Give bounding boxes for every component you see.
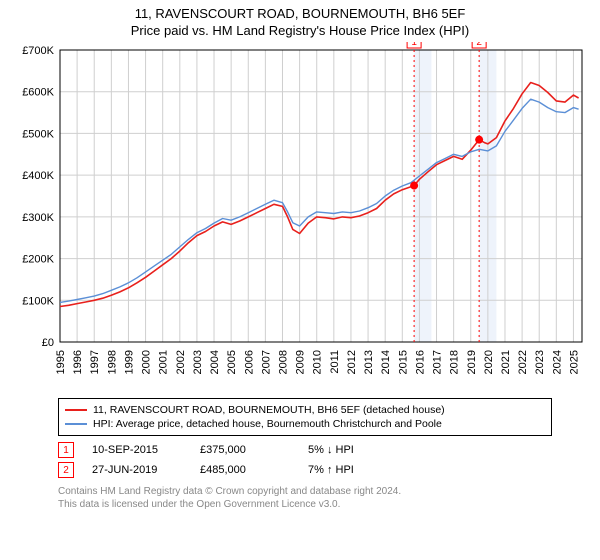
svg-text:1997: 1997 <box>89 350 101 374</box>
svg-text:1: 1 <box>411 42 417 48</box>
marker-price: £485,000 <box>200 464 290 476</box>
svg-text:2005: 2005 <box>226 350 238 374</box>
svg-text:£300K: £300K <box>22 212 54 224</box>
legend-swatch-property <box>65 409 87 411</box>
svg-text:£500K: £500K <box>22 128 54 140</box>
license-line-1: Contains HM Land Registry data © Crown c… <box>58 486 552 499</box>
chart-plot: £0 £100K £200K £300K £400K £500K £600K £700K 199… <box>8 42 592 392</box>
marker-badge: 2 <box>58 462 74 478</box>
svg-text:2025: 2025 <box>568 350 580 374</box>
legend-row: HPI: Average price, detached house, Bour… <box>65 417 545 431</box>
title-line-2: Price paid vs. HM Land Registry's House … <box>8 23 592 38</box>
marker-date: 27-JUN-2019 <box>92 464 182 476</box>
svg-text:2: 2 <box>476 42 482 48</box>
svg-text:£100K: £100K <box>22 295 54 307</box>
legend-swatch-hpi <box>65 423 87 425</box>
svg-text:2012: 2012 <box>346 350 358 374</box>
svg-text:2022: 2022 <box>517 350 529 374</box>
svg-text:2023: 2023 <box>534 350 546 374</box>
svg-text:1995: 1995 <box>55 350 67 374</box>
marker-row: 2 27-JUN-2019 £485,000 7% ↑ HPI <box>58 460 552 480</box>
svg-text:2004: 2004 <box>209 350 221 374</box>
marker-delta: 5% ↓ HPI <box>308 444 398 456</box>
svg-text:2020: 2020 <box>483 350 495 374</box>
legend-label-property: 11, RAVENSCOURT ROAD, BOURNEMOUTH, BH6 5… <box>93 404 445 416</box>
svg-text:£200K: £200K <box>22 254 54 266</box>
svg-text:2018: 2018 <box>449 350 461 374</box>
svg-text:2003: 2003 <box>192 350 204 374</box>
svg-text:2010: 2010 <box>312 350 324 374</box>
svg-text:1998: 1998 <box>106 350 118 374</box>
svg-text:1996: 1996 <box>72 350 84 374</box>
svg-text:2014: 2014 <box>380 350 392 374</box>
svg-text:£400K: £400K <box>22 170 54 182</box>
svg-text:2000: 2000 <box>141 350 153 374</box>
svg-text:2024: 2024 <box>551 350 563 374</box>
legend-label-hpi: HPI: Average price, detached house, Bour… <box>93 418 442 430</box>
legend: 11, RAVENSCOURT ROAD, BOURNEMOUTH, BH6 5… <box>58 398 552 436</box>
license-line-2: This data is licensed under the Open Gov… <box>58 499 552 512</box>
marker-price: £375,000 <box>200 444 290 456</box>
svg-text:2016: 2016 <box>414 350 426 374</box>
marker-badge: 1 <box>58 442 74 458</box>
marker-row: 1 10-SEP-2015 £375,000 5% ↓ HPI <box>58 440 552 460</box>
marker-date: 10-SEP-2015 <box>92 444 182 456</box>
marker-delta: 7% ↑ HPI <box>308 464 398 476</box>
marker-table: 1 10-SEP-2015 £375,000 5% ↓ HPI 2 27-JUN… <box>58 440 552 480</box>
svg-text:2015: 2015 <box>397 350 409 374</box>
svg-text:2017: 2017 <box>432 350 444 374</box>
svg-text:1999: 1999 <box>123 350 135 374</box>
svg-text:£700K: £700K <box>22 45 54 57</box>
svg-text:£600K: £600K <box>22 87 54 99</box>
svg-text:2001: 2001 <box>158 350 170 374</box>
svg-text:2002: 2002 <box>175 350 187 374</box>
svg-text:2021: 2021 <box>500 350 512 374</box>
line-chart-svg: £0 £100K £200K £300K £400K £500K £600K £700K 199… <box>8 42 592 392</box>
svg-text:2008: 2008 <box>277 350 289 374</box>
svg-text:2019: 2019 <box>466 350 478 374</box>
legend-row: 11, RAVENSCOURT ROAD, BOURNEMOUTH, BH6 5… <box>65 403 545 417</box>
svg-text:£0: £0 <box>42 337 54 349</box>
chart-titles: 11, RAVENSCOURT ROAD, BOURNEMOUTH, BH6 5… <box>8 6 592 38</box>
svg-text:2009: 2009 <box>295 350 307 374</box>
title-line-1: 11, RAVENSCOURT ROAD, BOURNEMOUTH, BH6 5… <box>8 6 592 21</box>
license-text: Contains HM Land Registry data © Crown c… <box>58 486 552 511</box>
svg-text:2007: 2007 <box>260 350 272 374</box>
svg-text:2006: 2006 <box>243 350 255 374</box>
svg-text:2013: 2013 <box>363 350 375 374</box>
svg-text:2011: 2011 <box>329 350 341 374</box>
